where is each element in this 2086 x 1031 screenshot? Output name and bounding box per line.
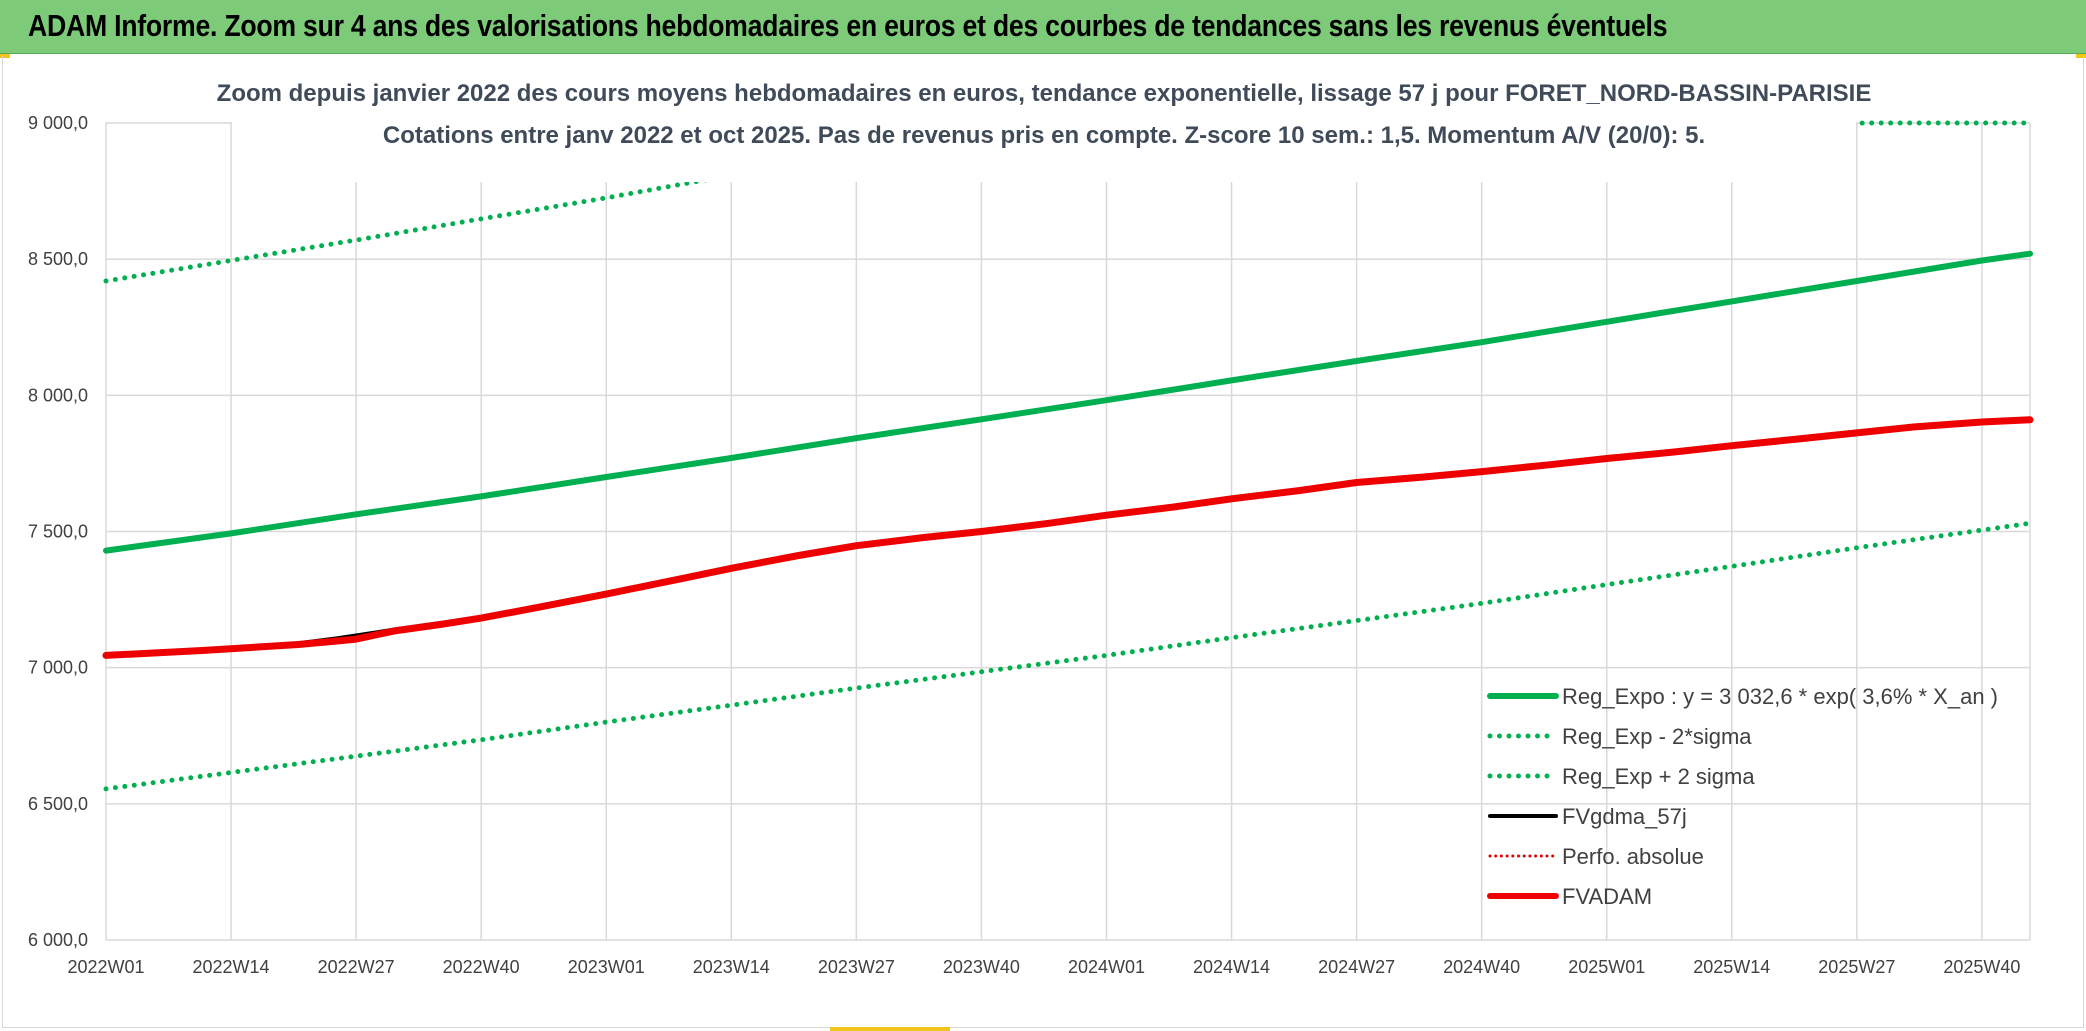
x-tick-label: 2024W01 xyxy=(1068,957,1145,977)
x-tick-label: 2023W40 xyxy=(943,957,1020,977)
y-tick-label: 7 500,0 xyxy=(28,522,88,542)
y-tick-label: 9 000,0 xyxy=(28,113,88,133)
x-tick-label: 2023W01 xyxy=(568,957,645,977)
line-chart: Zoom depuis janvier 2022 des cours moyen… xyxy=(28,68,2034,977)
x-tick-label: 2023W14 xyxy=(693,957,770,977)
chart-title: Zoom depuis janvier 2022 des cours moyen… xyxy=(217,80,1872,107)
legend-label-5: FVADAM xyxy=(1562,884,1652,909)
x-tick-label: 2022W01 xyxy=(67,957,144,977)
y-tick-label: 7 000,0 xyxy=(28,658,88,678)
legend-label-4: Perfo. absolue xyxy=(1562,844,1704,869)
legend-label-2: Reg_Exp + 2 sigma xyxy=(1562,764,1755,789)
report-title: ADAM Informe. Zoom sur 4 ans des valoris… xyxy=(28,8,1668,43)
x-tick-label: 2023W27 xyxy=(818,957,895,977)
x-tick-label: 2024W40 xyxy=(1443,957,1520,977)
legend-label-1: Reg_Exp - 2*sigma xyxy=(1562,724,1752,749)
y-tick-label: 6 000,0 xyxy=(28,930,88,950)
y-tick-label: 8 000,0 xyxy=(28,385,88,405)
x-tick-label: 2025W14 xyxy=(1693,957,1770,977)
y-tick-label: 8 500,0 xyxy=(28,249,88,269)
x-tick-label: 2022W14 xyxy=(193,957,270,977)
bottom-accent xyxy=(830,1027,950,1031)
corner-accent-right xyxy=(2076,54,2086,58)
legend-label-0: Reg_Expo : y = 3 032,6 * exp( 3,6% * X_a… xyxy=(1562,684,1998,709)
y-axis-ticks: 6 000,0 6 500,0 7 000,0 7 500,0 8 000,0 8 500… xyxy=(28,113,88,950)
x-tick-label: 2022W27 xyxy=(318,957,395,977)
x-tick-label: 2025W01 xyxy=(1568,957,1645,977)
series-line-1 xyxy=(103,520,2033,792)
x-tick-label: 2024W27 xyxy=(1318,957,1395,977)
report-banner: ADAM Informe. Zoom sur 4 ans des valoris… xyxy=(0,0,2086,54)
chart-subtitle: Cotations entre janv 2022 et oct 2025. P… xyxy=(383,122,1705,149)
chart-frame xyxy=(2,56,2084,1028)
chart-grid xyxy=(105,122,2031,941)
corner-accent-left xyxy=(0,54,10,58)
series-line-3 xyxy=(104,418,2032,658)
x-tick-label: 2025W27 xyxy=(1818,957,1895,977)
x-tick-label: 2025W40 xyxy=(1943,957,2020,977)
legend-label-3: FVgdma_57j xyxy=(1562,804,1687,829)
series-line-0 xyxy=(103,250,2033,554)
y-tick-label: 6 500,0 xyxy=(28,794,88,814)
title-backdrop xyxy=(232,68,1856,182)
chart-legend: Reg_Expo : y = 3 032,6 * exp( 3,6% * X_a… xyxy=(1487,684,1998,909)
x-tick-label: 2024W14 xyxy=(1193,957,1270,977)
x-axis-ticks: 2022W01 2022W14 2022W27 2022W40 2023W01 2023W… xyxy=(67,957,2020,977)
x-tick-label: 2022W40 xyxy=(443,957,520,977)
series-line-5 xyxy=(102,416,2034,659)
